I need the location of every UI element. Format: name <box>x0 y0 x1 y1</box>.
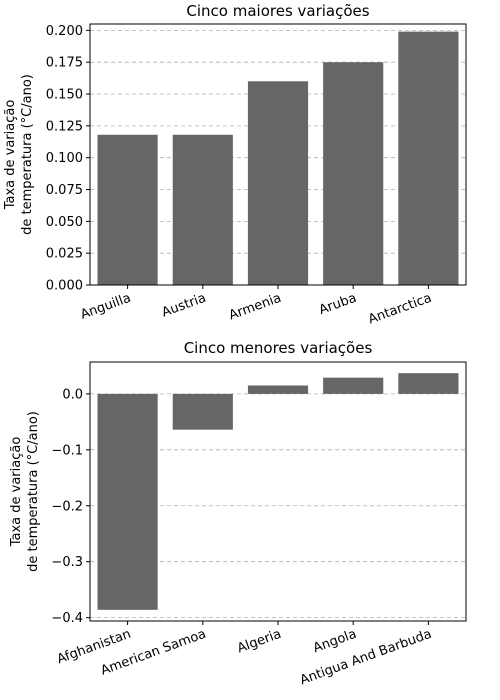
bar <box>97 393 158 610</box>
bar <box>398 31 459 286</box>
y-tick-label: −0.4 <box>51 611 83 626</box>
y-tick-label: 0.025 <box>46 247 83 262</box>
x-tick-label: Algeria <box>235 627 283 657</box>
y-axis-label: Taxa de variação <box>9 437 24 548</box>
x-tick-label: Anguilla <box>79 291 133 323</box>
y-tick-label: −0.1 <box>51 443 83 458</box>
y-axis-label: de temperatura (°C/ano) <box>26 411 41 572</box>
y-tick-label: 0.050 <box>46 215 83 230</box>
y-tick-label: 0.200 <box>46 24 83 39</box>
bar <box>172 393 233 430</box>
y-tick-label: 0.0 <box>62 387 83 402</box>
bar <box>247 385 309 394</box>
chart-title: Cinco menores variações <box>184 339 373 357</box>
x-tick-label: Armenia <box>227 291 283 324</box>
bar <box>97 134 158 285</box>
x-tick-label: Antigua And Barbuda <box>298 627 434 689</box>
x-tick-label: Antarctica <box>366 291 433 328</box>
bar <box>398 373 459 394</box>
y-tick-label: 0.175 <box>46 56 83 71</box>
y-tick-label: 0.100 <box>46 151 83 166</box>
chart-title: Cinco maiores variações <box>186 2 369 20</box>
x-tick-label: Aruba <box>317 291 358 318</box>
x-tick-label: Angola <box>311 627 358 656</box>
y-axis-label: Taxa de variação <box>3 100 18 211</box>
y-tick-label: 0.075 <box>46 183 83 198</box>
bar <box>323 62 384 285</box>
y-tick-label: −0.3 <box>51 555 83 570</box>
top-chart: 0.000 0.025 0.050 0.075 0.100 0.125 0.150 0.175… <box>3 2 467 328</box>
x-tick-label: Austria <box>160 291 208 321</box>
bar <box>247 81 309 285</box>
y-tick-label: −0.2 <box>51 499 83 514</box>
y-axis-label: de temperatura (°C/ano) <box>20 74 35 235</box>
bar <box>172 134 233 285</box>
y-tick-label: 0.150 <box>46 88 83 103</box>
bar <box>323 377 384 394</box>
y-tick-label: 0.125 <box>46 119 83 134</box>
y-tick-label: 0.000 <box>46 279 83 294</box>
